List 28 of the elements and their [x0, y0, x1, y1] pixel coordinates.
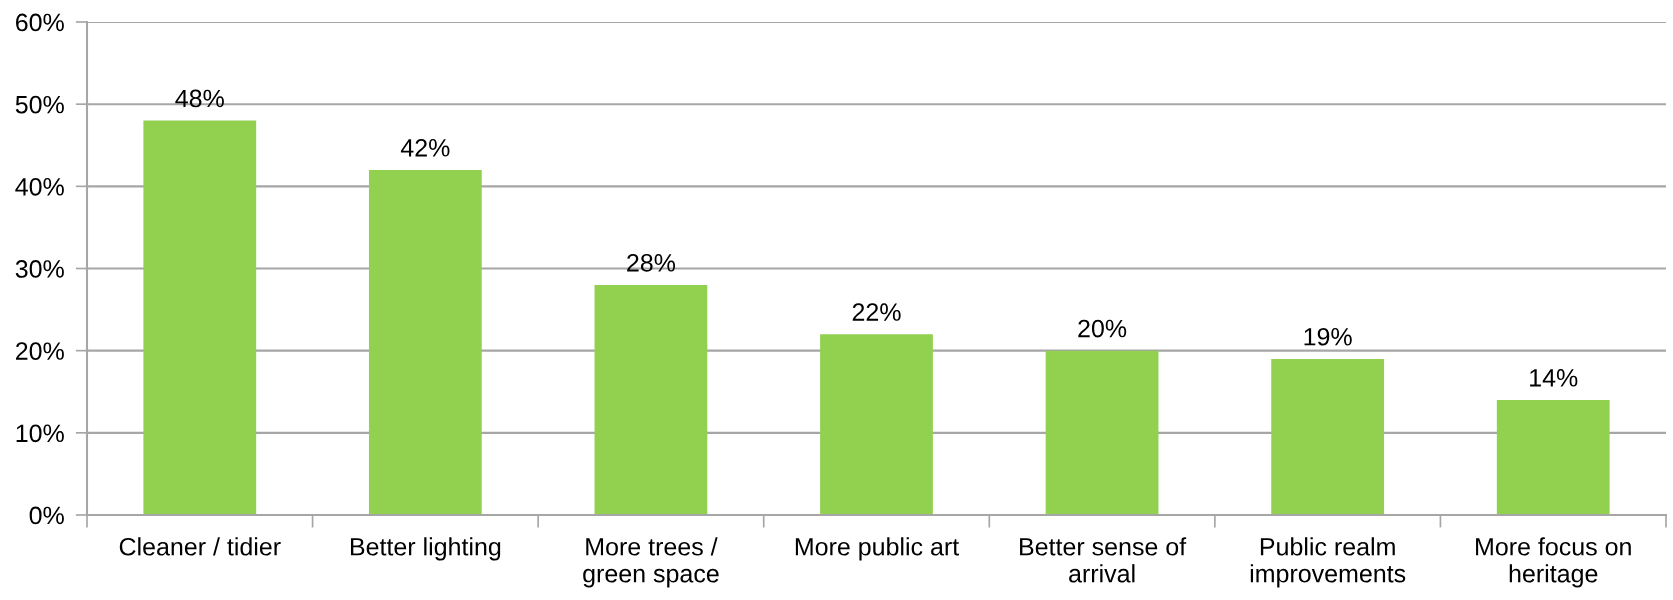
data-label: 22%	[852, 303, 901, 321]
x-tick-label: Public realm improvements	[1250, 537, 1406, 588]
y-tick-label: 40%	[15, 177, 64, 196]
data-label: 20%	[1078, 319, 1127, 338]
x-tick-label: Cleaner / tidier	[119, 537, 281, 556]
x-tick-label: More focus on heritage	[1476, 537, 1631, 588]
bar	[368, 169, 482, 515]
bar	[1271, 358, 1385, 515]
x-tick-label: Better sense of arrival	[1020, 537, 1187, 583]
data-label: 14%	[1530, 369, 1578, 387]
data-label: 28%	[627, 253, 676, 272]
y-tick-label: 50%	[15, 95, 64, 114]
bar	[1496, 399, 1610, 515]
y-tick-label: 10%	[16, 424, 64, 443]
bar	[594, 284, 708, 515]
bar	[143, 120, 257, 515]
data-label: 48%	[175, 89, 224, 108]
x-tick-label: Better lighting	[350, 537, 501, 561]
data-label: 42%	[400, 138, 450, 157]
data-label: 19%	[1304, 327, 1352, 346]
y-tick-label: 0%	[29, 506, 64, 525]
bar	[1045, 350, 1159, 515]
bar	[820, 334, 933, 515]
x-tick-label: More public art	[795, 537, 959, 561]
y-tick-label: 30%	[15, 260, 64, 278]
y-tick-label: 60%	[16, 13, 64, 32]
x-tick-label: More trees / green space	[583, 537, 719, 588]
y-tick-label: 20%	[16, 342, 64, 360]
